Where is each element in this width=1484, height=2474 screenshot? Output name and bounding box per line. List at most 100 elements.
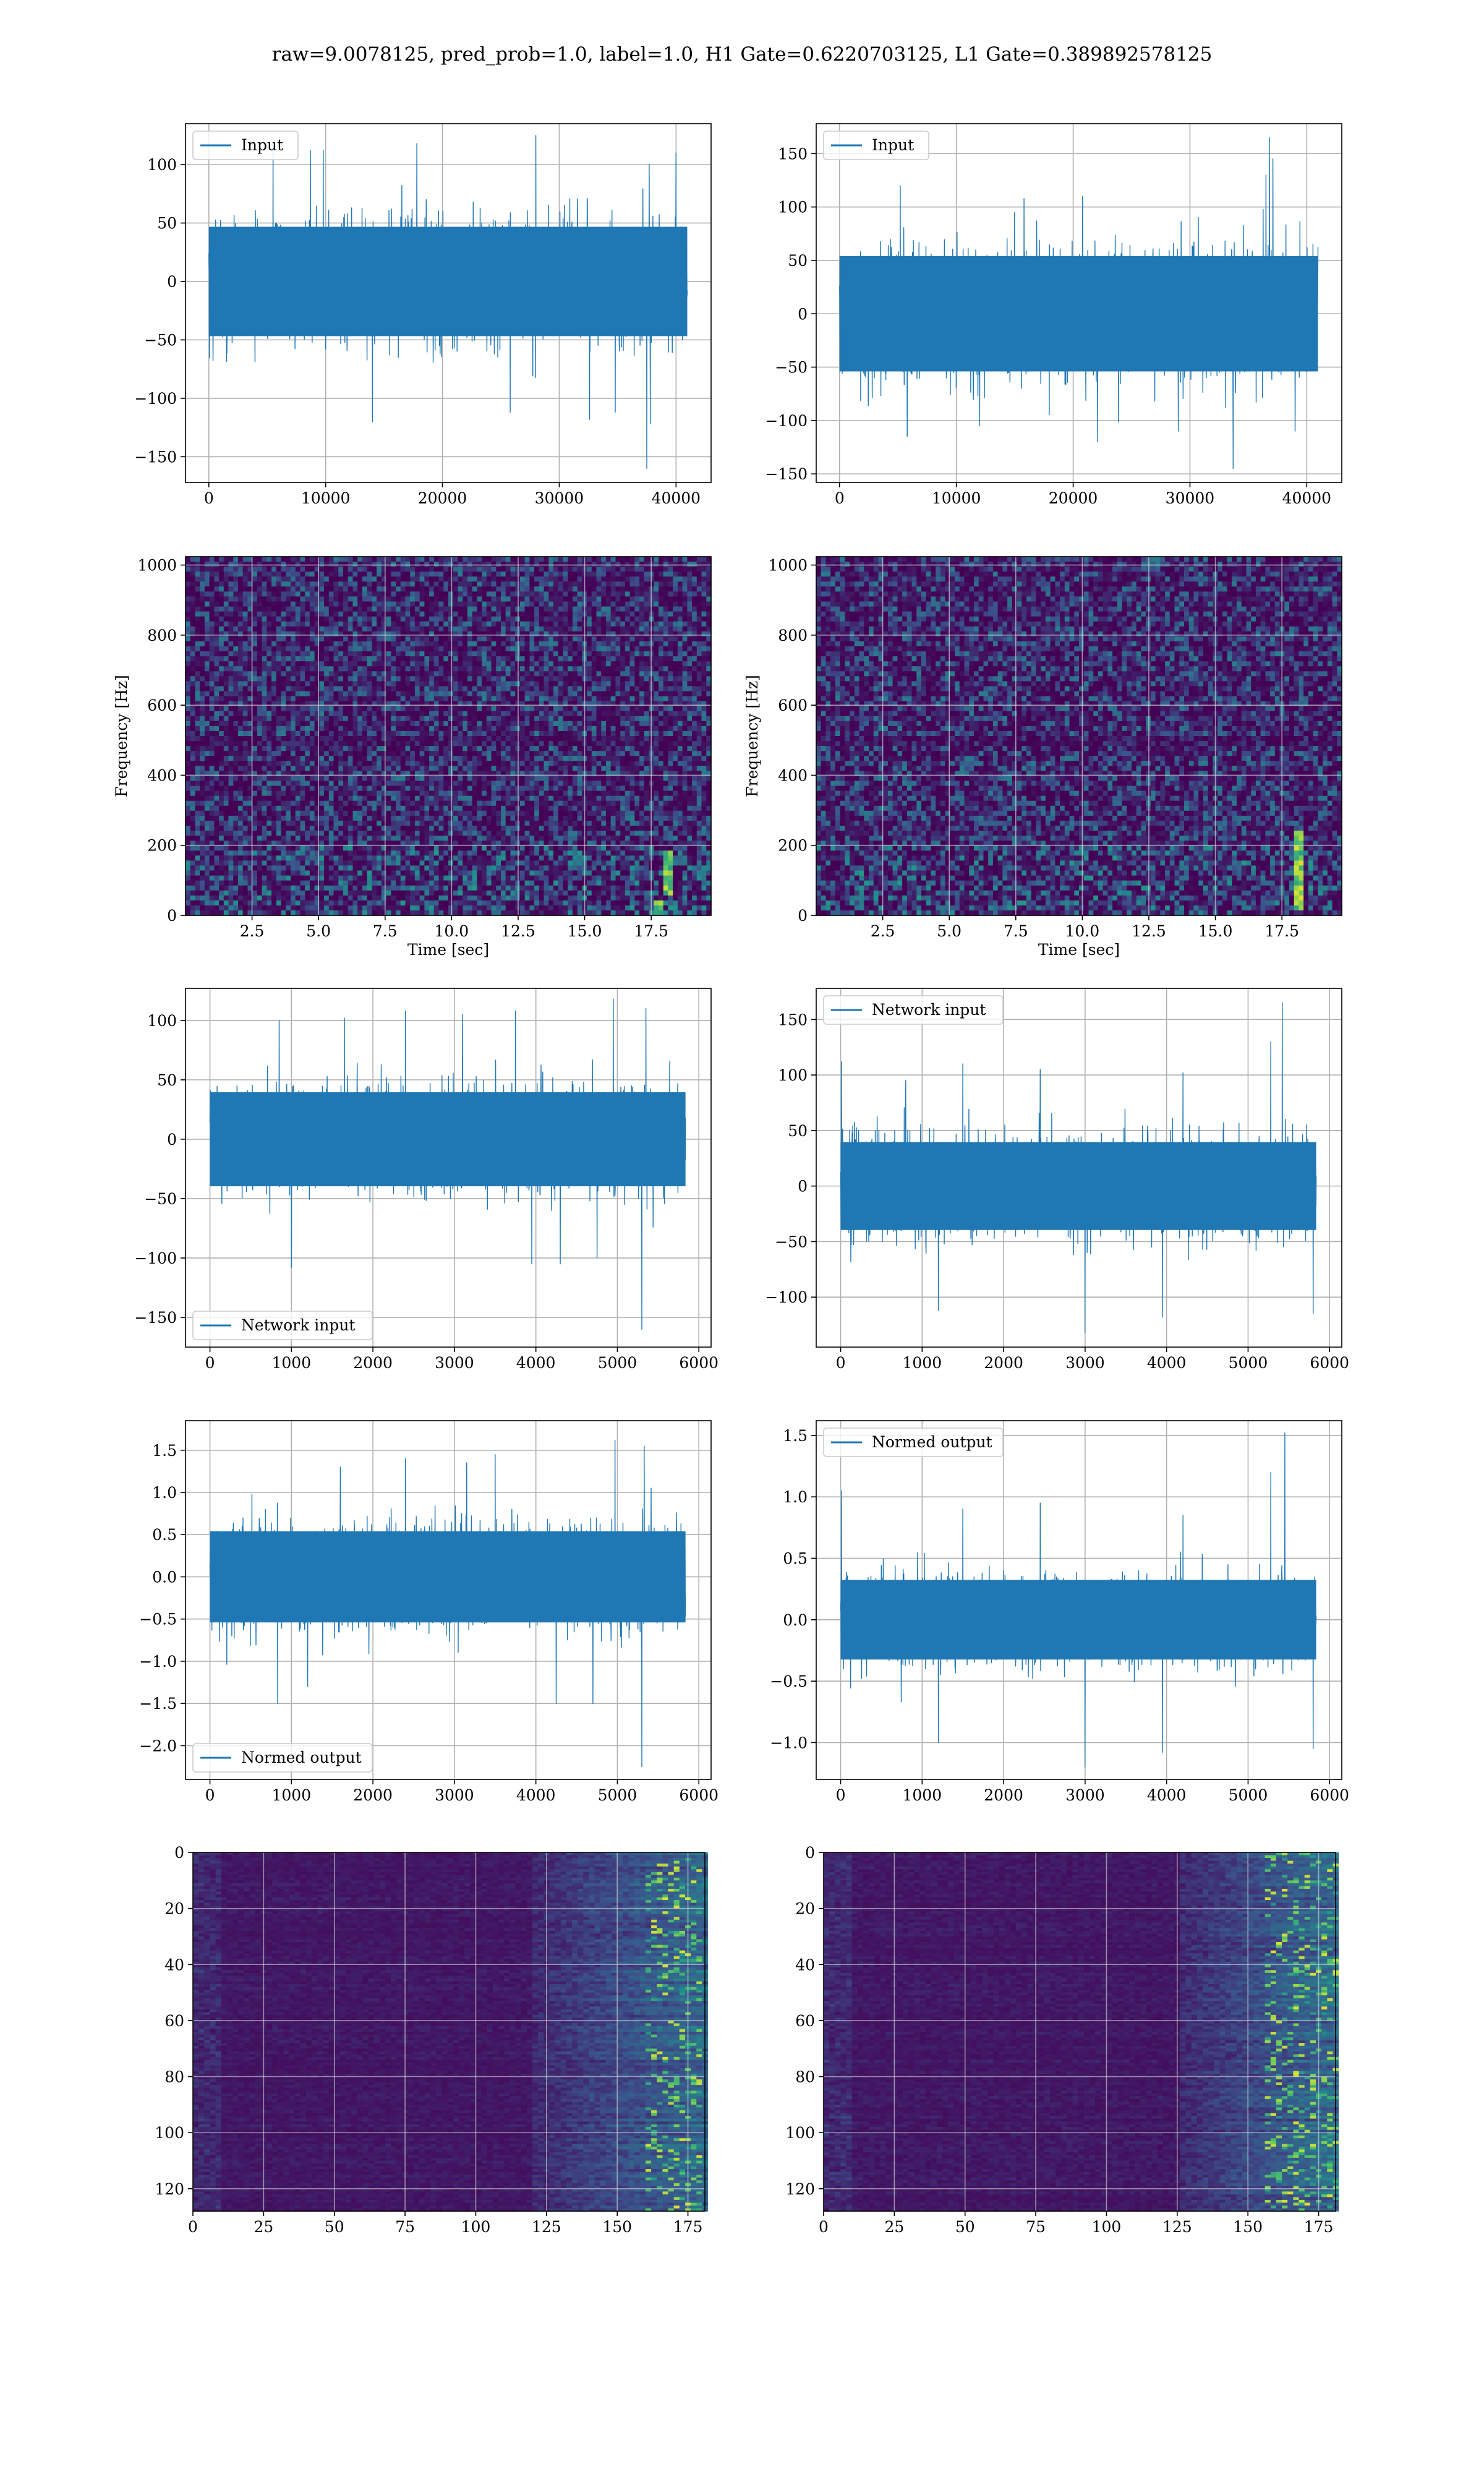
spectrogram-cell	[252, 756, 257, 761]
spectrogram-cell	[257, 891, 262, 896]
spectrogram-cell	[224, 557, 229, 562]
spectrogram-cell	[348, 721, 353, 727]
spectrogram-cell	[276, 776, 281, 781]
spectrogram-cell	[257, 571, 262, 577]
spectrogram-cell	[205, 850, 210, 856]
spectrogram-cell	[338, 581, 343, 587]
spectrogram-cell	[224, 901, 229, 906]
spectrogram-cell	[205, 701, 210, 707]
spectrogram-cell	[353, 726, 358, 732]
spectrogram-cell	[382, 821, 386, 826]
spectrogram-cell	[310, 786, 315, 792]
spectrogram-cell	[224, 631, 229, 637]
spectrogram-cell	[257, 876, 262, 881]
spectrogram-cell	[262, 816, 267, 821]
spectrogram-cell	[219, 656, 224, 662]
spectrogram-cell	[262, 596, 267, 602]
spectrogram-cell	[195, 591, 200, 597]
spectrogram-cell	[343, 756, 348, 761]
spectrogram-cell	[305, 602, 310, 607]
spectrogram-cell	[348, 602, 353, 607]
spectrogram-cell	[296, 636, 301, 642]
spectrogram-cell	[372, 571, 377, 577]
spectrogram-cell	[386, 701, 391, 707]
spectrogram-cell	[214, 636, 219, 642]
spectrogram-cell	[301, 901, 305, 906]
spectrogram-cell	[382, 571, 386, 577]
spectrogram-cell	[271, 826, 276, 831]
spectrogram-cell	[391, 696, 396, 702]
spectrogram-cell	[286, 831, 291, 836]
spectrogram-cell	[291, 671, 296, 677]
spectrogram-cell	[396, 607, 401, 612]
spectrogram-cell	[343, 661, 348, 667]
spectrogram-cell	[310, 617, 315, 622]
spectrogram-cell	[252, 591, 257, 597]
spectrogram-cell	[296, 581, 301, 587]
spectrogram-cell	[386, 845, 391, 851]
spectrogram-cell	[367, 731, 372, 737]
y-tick-label: 150	[778, 145, 808, 163]
spectrogram-cell	[224, 731, 229, 737]
spectrogram-cell	[362, 646, 367, 652]
spectrogram-cell	[262, 746, 267, 751]
spectrogram-cell	[205, 855, 210, 861]
spectrogram-cell	[286, 836, 291, 841]
spectrogram-cell	[362, 602, 367, 607]
spectrogram-cell	[257, 591, 262, 597]
spectrogram-cell	[324, 816, 329, 821]
spectrogram-cell	[257, 581, 262, 587]
spectrogram-cell	[257, 716, 262, 722]
spectrogram-cell	[377, 731, 382, 737]
spectrogram-cell	[329, 646, 334, 652]
spectrogram-cell	[257, 666, 262, 672]
spectrogram-cell	[362, 651, 367, 657]
spectrogram-cell	[348, 876, 353, 881]
spectrogram-cell	[343, 567, 348, 572]
spectrogram-cell	[205, 865, 210, 871]
spectrogram-cell	[305, 881, 310, 886]
spectrogram-cell	[262, 806, 267, 811]
spectrogram-cell	[238, 691, 243, 697]
spectrogram-cell	[334, 731, 339, 737]
spectrogram-cell	[252, 816, 257, 821]
spectrogram-cell	[305, 766, 310, 771]
spectrogram-cell	[382, 781, 386, 787]
spectrogram-cell	[219, 801, 224, 807]
spectrogram-cell	[252, 826, 257, 831]
spectrogram-cell	[267, 716, 271, 722]
spectrogram-cell	[305, 627, 310, 632]
spectrogram-cell	[252, 886, 257, 891]
spectrogram-cell	[367, 881, 372, 886]
spectrogram-cell	[296, 612, 301, 617]
spectrogram-cell	[377, 646, 382, 652]
spectrogram-cell	[324, 855, 329, 861]
spectrogram-cell	[353, 865, 358, 871]
spectrogram-cell	[252, 562, 257, 567]
spectrogram-cell	[238, 746, 243, 751]
spectrogram-cell	[252, 766, 257, 771]
spectrogram-cell	[262, 836, 267, 841]
spectrogram-cell	[391, 631, 396, 637]
spectrogram-cell	[301, 766, 305, 771]
spectrogram-cell	[305, 850, 310, 856]
spectrogram-cell	[257, 586, 262, 592]
spectrogram-cell	[252, 905, 257, 911]
spectrogram-cell	[214, 756, 219, 761]
spectrogram-cell	[310, 796, 315, 802]
spectrogram-cell	[291, 786, 296, 792]
spectrogram-cell	[257, 627, 262, 632]
spectrogram-cell	[214, 776, 219, 781]
spectrogram-cell	[329, 631, 334, 637]
spectrogram-cell	[271, 855, 276, 861]
spectrogram-cell	[271, 905, 276, 911]
spectrogram-cell	[205, 617, 210, 622]
spectrogram-cell	[301, 581, 305, 587]
spectrogram-cell	[338, 661, 343, 667]
spectrogram-cell	[301, 596, 305, 602]
spectrogram-cell	[281, 666, 286, 672]
spectrogram-cell	[186, 741, 190, 747]
spectrogram-cell	[391, 596, 396, 602]
spectrogram-cell	[186, 891, 190, 896]
spectrogram-cell	[286, 811, 291, 816]
